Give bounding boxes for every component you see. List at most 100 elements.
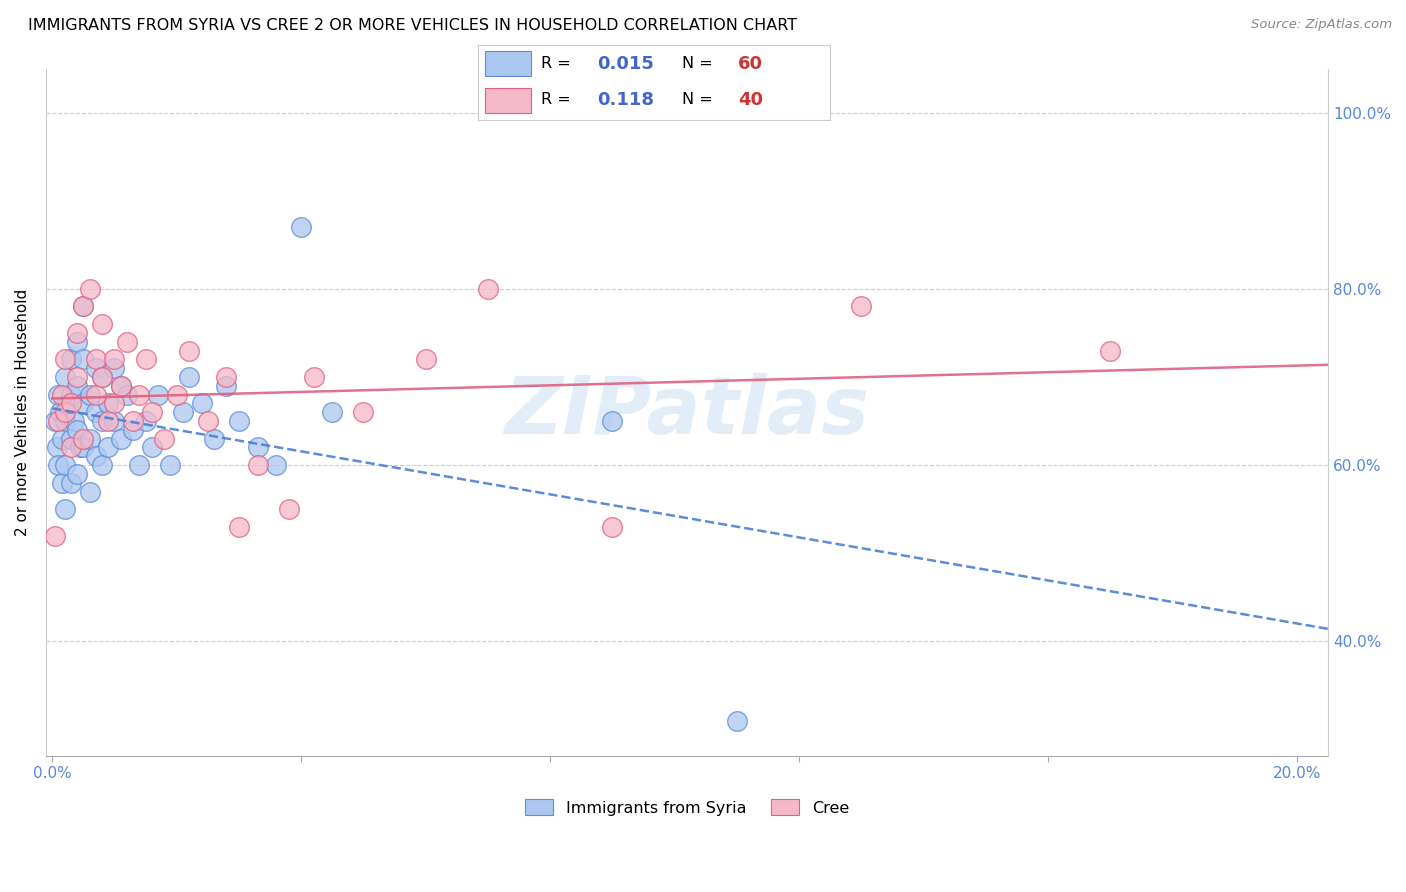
Point <box>179 370 201 384</box>
Point <box>59 432 82 446</box>
Text: 60: 60 <box>738 54 763 72</box>
Point <box>215 378 238 392</box>
Point <box>110 378 132 392</box>
Bar <box>485 87 531 112</box>
Point <box>141 441 163 455</box>
Point <box>46 441 69 455</box>
Point <box>228 414 250 428</box>
Point <box>91 414 114 428</box>
Point <box>115 334 138 349</box>
Point <box>197 414 219 428</box>
Point <box>51 432 73 446</box>
Point <box>135 414 157 428</box>
Point <box>84 361 107 376</box>
Point <box>725 714 748 728</box>
Point <box>602 414 624 428</box>
Bar <box>485 52 531 77</box>
Point <box>72 441 94 455</box>
Text: 0.015: 0.015 <box>598 54 654 72</box>
Point <box>44 528 66 542</box>
Point <box>179 343 201 358</box>
Point <box>84 405 107 419</box>
Text: R =: R = <box>541 56 576 71</box>
Point <box>48 387 70 401</box>
Point <box>103 361 125 376</box>
Point <box>53 405 76 419</box>
Point <box>128 387 150 401</box>
Point <box>97 396 120 410</box>
Point <box>51 475 73 490</box>
Point <box>115 387 138 401</box>
Point <box>59 475 82 490</box>
Point <box>59 396 82 410</box>
Point <box>91 370 114 384</box>
Point <box>66 378 89 392</box>
Point <box>84 352 107 367</box>
Point <box>477 282 499 296</box>
Point <box>72 396 94 410</box>
Point <box>103 396 125 410</box>
Point <box>103 414 125 428</box>
Point <box>72 352 94 367</box>
Point <box>66 423 89 437</box>
Point <box>79 387 101 401</box>
Point <box>48 414 70 428</box>
Point <box>110 378 132 392</box>
Point <box>851 300 873 314</box>
Point <box>56 396 79 410</box>
Point <box>1099 343 1122 358</box>
Point <box>69 441 91 455</box>
Text: IMMIGRANTS FROM SYRIA VS CREE 2 OR MORE VEHICLES IN HOUSEHOLD CORRELATION CHART: IMMIGRANTS FROM SYRIA VS CREE 2 OR MORE … <box>28 18 797 33</box>
Point <box>44 414 66 428</box>
Point <box>264 458 287 472</box>
Point <box>84 387 107 401</box>
Point <box>79 432 101 446</box>
Point <box>97 441 120 455</box>
Point <box>415 352 437 367</box>
Point <box>122 423 145 437</box>
Point <box>215 370 238 384</box>
Point <box>103 352 125 367</box>
Point <box>59 387 82 401</box>
Point <box>146 387 169 401</box>
Point <box>91 317 114 331</box>
Point <box>166 387 188 401</box>
Point <box>59 352 82 367</box>
Point <box>72 300 94 314</box>
Point <box>202 432 225 446</box>
Point <box>277 502 299 516</box>
Point <box>128 458 150 472</box>
Point <box>246 441 269 455</box>
Point <box>53 352 76 367</box>
Point <box>84 450 107 464</box>
Point <box>59 441 82 455</box>
Point <box>321 405 343 419</box>
Point <box>290 220 312 235</box>
Point <box>51 387 73 401</box>
Point <box>302 370 325 384</box>
Point <box>91 370 114 384</box>
Text: N =: N = <box>682 93 718 107</box>
Point <box>53 414 76 428</box>
Point <box>53 458 76 472</box>
Text: N =: N = <box>682 56 718 71</box>
Point <box>53 502 76 516</box>
Point <box>352 405 374 419</box>
Point <box>246 458 269 472</box>
Point <box>48 405 70 419</box>
Point <box>602 520 624 534</box>
Point <box>66 334 89 349</box>
Point <box>141 405 163 419</box>
Point <box>79 484 101 499</box>
Point <box>66 326 89 340</box>
Text: ZIPatlas: ZIPatlas <box>505 373 869 451</box>
Legend: Immigrants from Syria, Cree: Immigrants from Syria, Cree <box>516 791 858 823</box>
Point <box>122 414 145 428</box>
Text: R =: R = <box>541 93 581 107</box>
Point <box>97 414 120 428</box>
Text: 0.118: 0.118 <box>598 91 655 109</box>
Point <box>135 352 157 367</box>
Point <box>190 396 212 410</box>
Point <box>79 282 101 296</box>
Point <box>159 458 181 472</box>
